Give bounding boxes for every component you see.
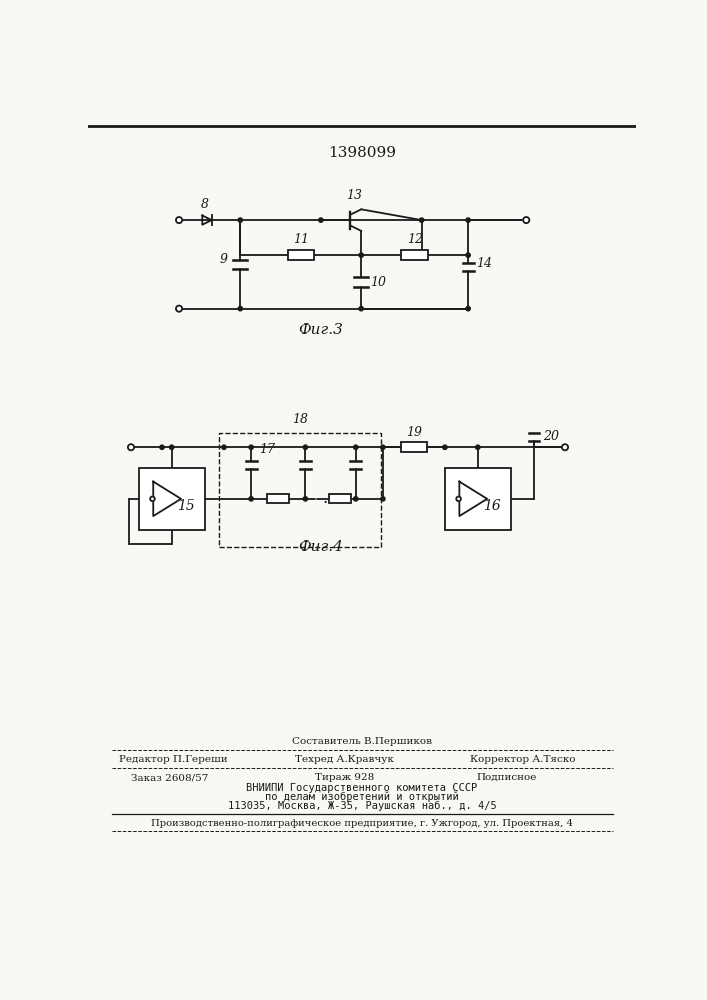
Text: 113035, Москва, Ж-35, Раушская наб., д. 4/5: 113035, Москва, Ж-35, Раушская наб., д. … bbox=[228, 801, 496, 811]
Text: ...: ... bbox=[322, 490, 339, 507]
Bar bbox=[401, 442, 427, 452]
Text: Подписное: Подписное bbox=[477, 773, 537, 782]
Circle shape bbox=[359, 306, 363, 311]
Circle shape bbox=[128, 444, 134, 450]
Circle shape bbox=[443, 445, 447, 449]
Circle shape bbox=[523, 217, 530, 223]
Text: 12: 12 bbox=[407, 233, 423, 246]
Circle shape bbox=[249, 497, 253, 501]
Text: Составитель В.Першиков: Составитель В.Першиков bbox=[292, 737, 432, 746]
Circle shape bbox=[419, 218, 423, 222]
Bar bbox=[267, 494, 289, 503]
Circle shape bbox=[380, 445, 385, 449]
Circle shape bbox=[380, 497, 385, 501]
Circle shape bbox=[476, 445, 480, 449]
Bar bbox=[445, 468, 510, 530]
Circle shape bbox=[456, 497, 461, 501]
Text: ВНИИПИ Государственного комитета СССР: ВНИИПИ Государственного комитета СССР bbox=[246, 783, 477, 793]
Text: 20: 20 bbox=[543, 430, 559, 443]
Text: Редактор П.Гереши: Редактор П.Гереши bbox=[119, 755, 228, 764]
Circle shape bbox=[222, 445, 226, 449]
Circle shape bbox=[466, 253, 470, 257]
Circle shape bbox=[466, 218, 470, 222]
Text: 13: 13 bbox=[346, 189, 362, 202]
Circle shape bbox=[319, 218, 323, 222]
Text: 18: 18 bbox=[292, 413, 308, 426]
Circle shape bbox=[238, 218, 243, 222]
Text: Тираж 928: Тираж 928 bbox=[315, 773, 374, 782]
Circle shape bbox=[249, 445, 253, 449]
Text: Фиг.4: Фиг.4 bbox=[298, 540, 344, 554]
Bar bbox=[329, 494, 351, 503]
Circle shape bbox=[354, 445, 358, 449]
Circle shape bbox=[303, 445, 308, 449]
Circle shape bbox=[303, 497, 308, 501]
Text: 9: 9 bbox=[219, 253, 227, 266]
Bar bbox=[288, 250, 314, 260]
Text: 8: 8 bbox=[201, 198, 209, 211]
Circle shape bbox=[176, 306, 182, 312]
Text: 1398099: 1398099 bbox=[328, 146, 396, 160]
Text: Заказ 2608/57: Заказ 2608/57 bbox=[131, 773, 209, 782]
Text: Техред А.Кравчук: Техред А.Кравчук bbox=[295, 755, 394, 764]
Circle shape bbox=[160, 445, 164, 449]
Circle shape bbox=[354, 497, 358, 501]
Circle shape bbox=[359, 253, 363, 257]
Text: Фиг.3: Фиг.3 bbox=[298, 323, 344, 337]
Circle shape bbox=[170, 445, 174, 449]
Circle shape bbox=[176, 217, 182, 223]
Circle shape bbox=[562, 444, 568, 450]
Text: 11: 11 bbox=[293, 233, 309, 246]
Circle shape bbox=[466, 306, 470, 311]
Bar bbox=[218, 433, 381, 547]
Text: 19: 19 bbox=[406, 426, 422, 439]
Bar bbox=[402, 250, 428, 260]
Text: 15: 15 bbox=[177, 499, 195, 513]
Text: Корректор А.Тяско: Корректор А.Тяско bbox=[469, 755, 575, 764]
Circle shape bbox=[150, 497, 155, 501]
Text: 10: 10 bbox=[370, 276, 386, 289]
Text: 14: 14 bbox=[476, 257, 492, 270]
Circle shape bbox=[238, 306, 243, 311]
Bar bbox=[139, 468, 204, 530]
Text: по делам изобретений и открытий: по делам изобретений и открытий bbox=[265, 792, 459, 802]
Text: 16: 16 bbox=[484, 499, 501, 513]
Text: 17: 17 bbox=[259, 443, 275, 456]
Text: Производственно-полиграфическое предприятие, г. Ужгород, ул. Проектная, 4: Производственно-полиграфическое предприя… bbox=[151, 819, 573, 828]
